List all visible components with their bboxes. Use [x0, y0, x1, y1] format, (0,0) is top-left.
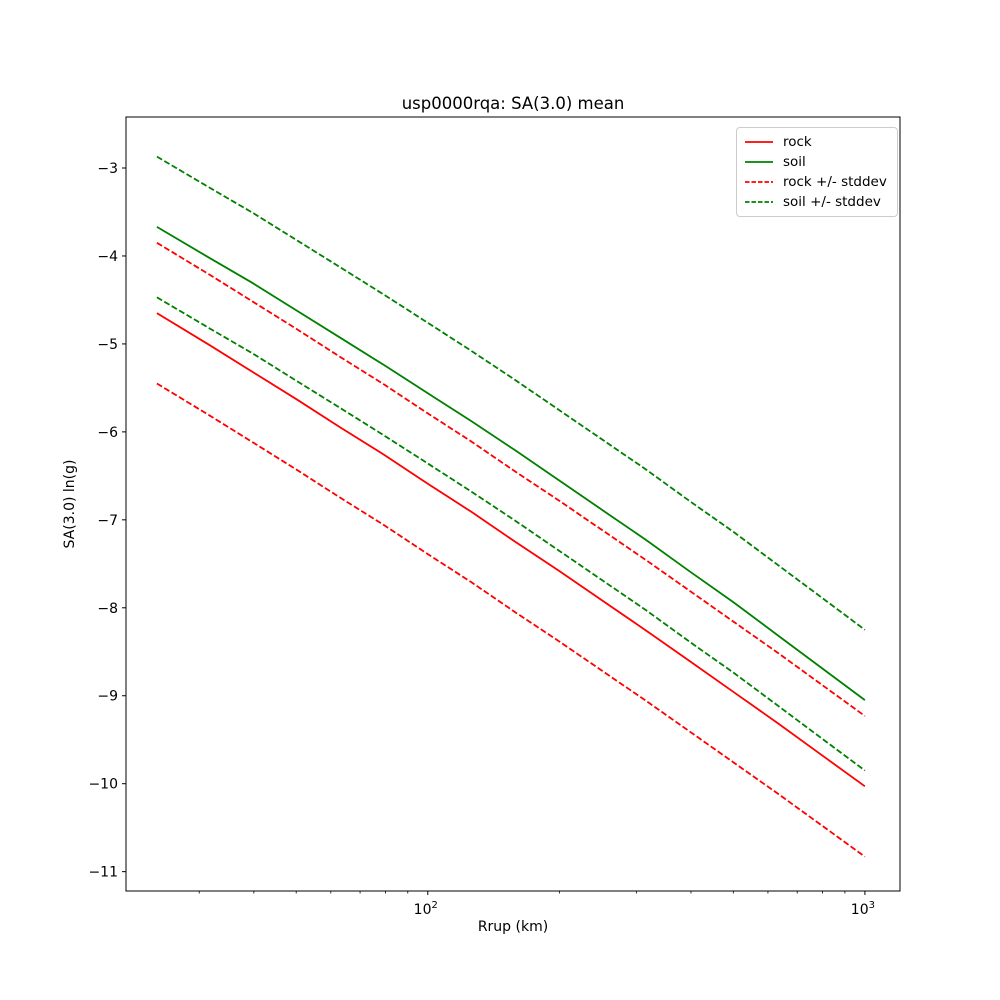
y-axis: −3 −4 −5 −6 −7 −8 −9 −10 −11: [88, 161, 126, 881]
legend-entry: soil: [744, 154, 887, 170]
plot-frame: [125, 116, 901, 892]
y-tick-label: −11: [88, 865, 118, 881]
legend-line-icon: [745, 141, 773, 143]
legend-label: soil: [783, 154, 806, 170]
series-soil-stddev: [156, 296, 866, 772]
legend: rock soil rock +/- stddev soil +/- stddev: [736, 127, 898, 217]
y-tick-label: −4: [97, 249, 118, 265]
series-group: [156, 155, 866, 858]
legend-entry: rock: [744, 134, 887, 150]
legend-label: soil +/- stddev: [783, 194, 881, 210]
legend-dashed-line-icon: [745, 181, 773, 183]
x-tick-label: 102: [414, 900, 438, 918]
legend-entry: rock +/- stddev: [744, 174, 887, 190]
legend-line-icon: [745, 161, 773, 163]
y-tick-label: −9: [97, 689, 118, 705]
legend-entry: soil +/- stddev: [744, 194, 887, 210]
legend-dashed-line-icon: [745, 201, 773, 203]
x-axis-label: Rrup (km): [477, 919, 549, 935]
x-tick-label: 103: [851, 900, 875, 918]
series-rock-stddev: [156, 242, 866, 717]
legend-label: rock +/- stddev: [783, 174, 887, 190]
x-axis: 102 103: [198, 891, 875, 918]
y-tick-label: −3: [97, 161, 118, 177]
y-tick-label: −6: [97, 425, 118, 441]
y-tick-label: −5: [97, 337, 118, 353]
chart-title: usp0000rqa: SA(3.0) mean: [401, 94, 625, 113]
series-soil: [156, 226, 866, 701]
y-tick-label: −7: [97, 513, 118, 529]
legend-label: rock: [783, 134, 812, 150]
series-rock-stddev: [156, 382, 866, 858]
series-rock: [156, 312, 866, 788]
y-tick-label: −10: [88, 777, 118, 793]
series-soil-stddev: [156, 155, 866, 631]
y-axis-label: SA(3.0) ln(g): [62, 459, 78, 549]
y-tick-label: −8: [97, 601, 118, 617]
